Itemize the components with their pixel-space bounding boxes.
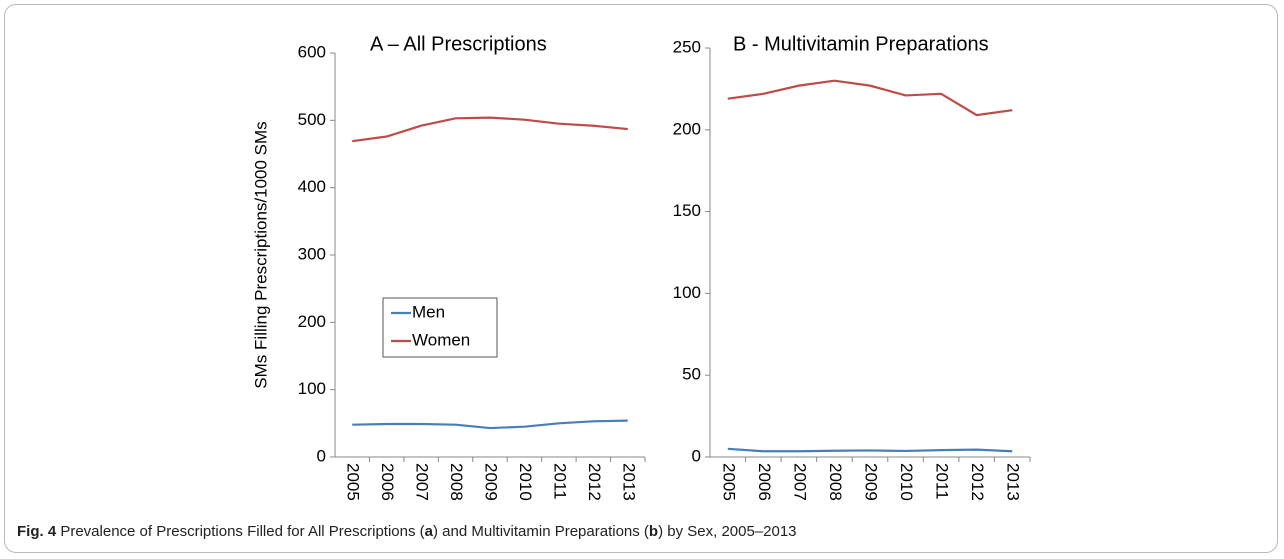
x-tick-label: 2011 — [550, 463, 569, 500]
y-tick-label: 0 — [692, 446, 701, 465]
caption: Fig. 4 Prevalence of Prescriptions Fille… — [17, 523, 797, 540]
x-tick-label: 2005 — [344, 463, 363, 501]
x-tick-label: 2005 — [719, 463, 738, 501]
y-tick-label: 400 — [298, 177, 326, 196]
chart-title: A – All Prescriptions — [370, 33, 547, 55]
x-tick-label: 2006 — [755, 463, 774, 501]
x-tick-label: 2012 — [968, 463, 987, 501]
line — [727, 447, 1013, 453]
x-tick-label: 2009 — [482, 463, 501, 501]
x-tick-label: 2013 — [619, 463, 638, 501]
frame — [4, 4, 1278, 553]
y-tick-label: 100 — [673, 283, 701, 302]
x-tick-label: 2006 — [378, 463, 397, 501]
y-tick-label: 250 — [673, 37, 701, 56]
y-tick-label: 200 — [298, 312, 326, 331]
y-tick-label: 200 — [673, 119, 701, 138]
legend-label: Men — [412, 302, 445, 321]
x-tick-label: 2007 — [413, 463, 432, 501]
caption-text: ) by Sex, 2005–2013 — [658, 523, 797, 540]
line — [352, 419, 628, 430]
line — [727, 79, 1013, 117]
line — [352, 116, 628, 143]
x-tick-label: 2012 — [585, 463, 604, 501]
legend-label: Women — [412, 330, 470, 349]
x-tick-label: 2009 — [862, 463, 881, 501]
legend-box — [382, 297, 498, 358]
y-tick-label: 500 — [298, 110, 326, 129]
caption-text: Prevalence of Prescriptions Filled for A… — [56, 523, 425, 540]
x-tick-label: 2007 — [790, 463, 809, 501]
x-tick-label: 2013 — [1004, 463, 1023, 501]
chart-title: B - Multivitamin Preparations — [733, 33, 989, 55]
y-tick-label: 50 — [682, 365, 701, 384]
y-tick-label: 300 — [298, 244, 326, 263]
x-tick-label: 2008 — [826, 463, 845, 501]
y-tick-label: 100 — [298, 379, 326, 398]
y-tick-label: 150 — [673, 201, 701, 220]
y-tick-label: 600 — [298, 42, 326, 61]
x-tick-label: 2008 — [447, 463, 466, 501]
x-tick-label: 2011 — [933, 463, 952, 500]
caption-text: b — [648, 523, 659, 540]
caption-label: Fig. 4 — [17, 523, 57, 540]
y-axis-label: SMs Filling Prescriptions/1000 SMs — [251, 121, 270, 388]
x-tick-label: 2010 — [897, 463, 916, 501]
charts: A – All Prescriptions SMs Filling Prescri… — [251, 33, 1031, 501]
caption-text: a — [424, 523, 433, 540]
x-tick-label: 2010 — [516, 463, 535, 501]
y-tick-label: 0 — [317, 446, 326, 465]
caption-text: ) and Multivitamin Preparations ( — [433, 523, 649, 540]
